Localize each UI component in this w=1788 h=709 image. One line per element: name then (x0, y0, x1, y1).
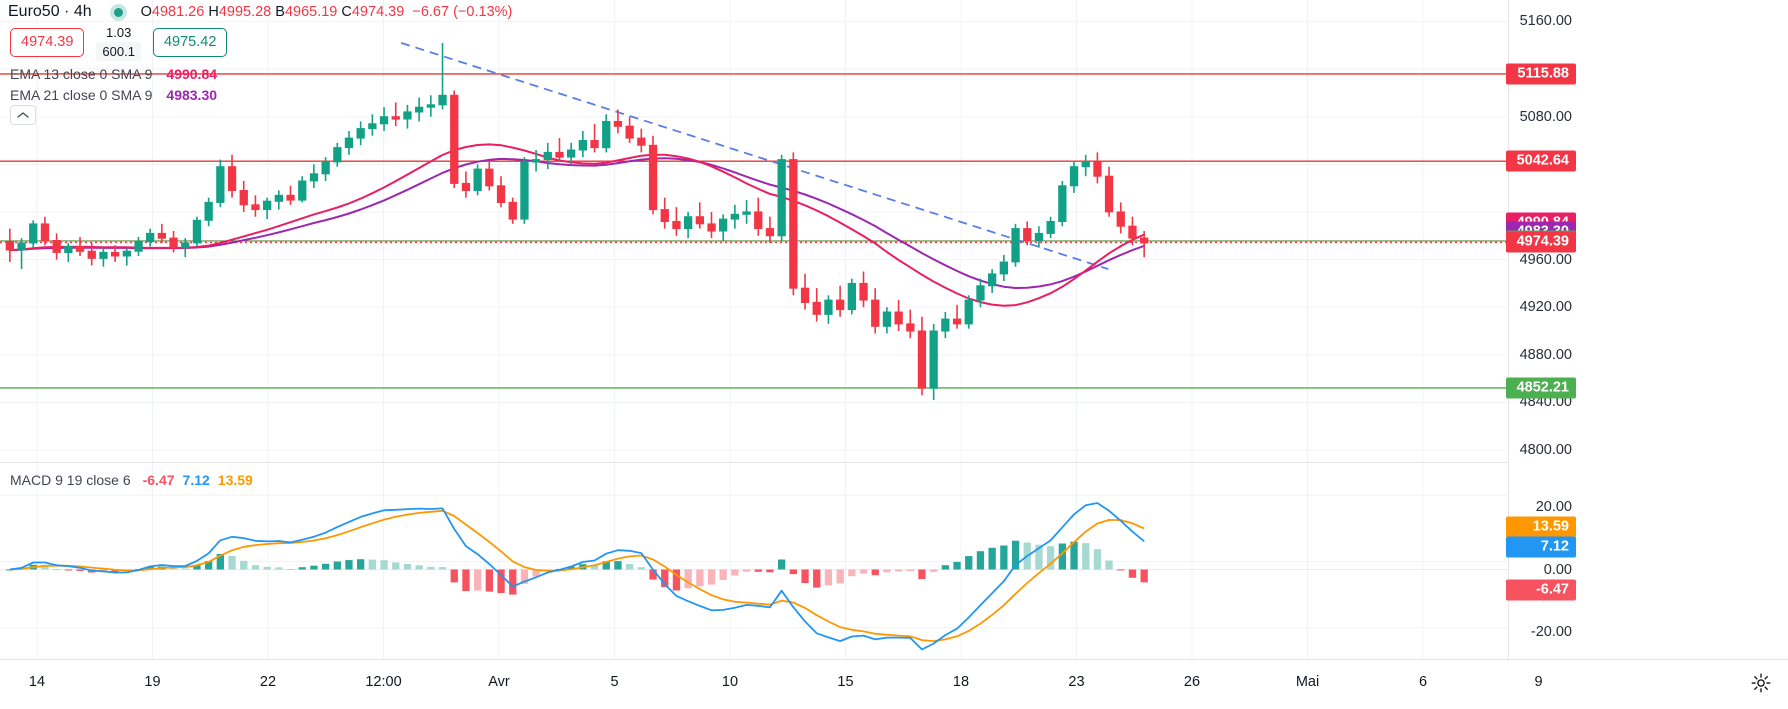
price-tick-3: 4920.00 (1519, 299, 1572, 316)
chevron-up-icon (17, 112, 29, 118)
time-label-12: 6 (1418, 674, 1428, 690)
price-chart-plot[interactable] (0, 0, 1508, 659)
time-label-7: 15 (837, 674, 854, 690)
time-label-1: 19 (144, 674, 161, 690)
macd-tag-1[interactable]: 7.12 (1506, 536, 1576, 558)
time-label-8: 18 (952, 674, 970, 690)
macd-tick-2: -20.00 (1530, 624, 1572, 641)
gear-icon (1751, 673, 1771, 693)
time-label-3: 12:00 (365, 674, 402, 690)
time-label-6: 10 (721, 674, 739, 690)
price-tick-2: 4960.00 (1519, 251, 1572, 268)
price-tick-6: 4800.00 (1519, 442, 1572, 459)
time-label-13: 9 (1534, 674, 1543, 690)
price-tag-5[interactable]: 4974.39 (1506, 231, 1576, 253)
price-tick-4: 4880.00 (1519, 346, 1572, 363)
chart-settings-button[interactable] (1750, 672, 1772, 694)
price-tick-1: 5080.00 (1519, 108, 1572, 125)
time-label-9: 23 (1068, 674, 1085, 690)
price-tag-6[interactable]: 4852.21 (1506, 377, 1576, 399)
macd-tick-1: 0.00 (1543, 561, 1572, 578)
price-axis[interactable]: 5160.00 5080.00 4960.00 4920.00 4880.00 4840.… (1506, 0, 1788, 659)
collapse-legend-button[interactable] (10, 105, 36, 125)
macd-tag-2[interactable]: -6.47 (1506, 579, 1576, 601)
price-tick-5: 4840.00 (1519, 394, 1572, 411)
time-label-0: 14 (28, 674, 46, 690)
time-label-5: 5 (610, 674, 619, 690)
time-label-10: 26 (1183, 674, 1201, 690)
macd-tick-0: 20.00 (1535, 498, 1572, 515)
time-label-4: Avr (488, 674, 510, 690)
price-tag-0[interactable]: 5115.88 (1506, 63, 1576, 85)
time-label-11: Mai (1295, 674, 1320, 690)
price-tick-0: 5160.00 (1519, 13, 1572, 30)
price-tag-1[interactable]: 5042.64 (1506, 150, 1576, 172)
macd-series[interactable] (0, 464, 1508, 659)
time-label-2: 22 (259, 674, 277, 690)
panel-divider (0, 462, 1508, 463)
candlestick-series[interactable] (0, 0, 1508, 462)
macd-tag-0[interactable]: 13.59 (1506, 516, 1576, 538)
time-axis[interactable]: 14 19 22 12:00 Avr 5 10 15 18 23 26 Mai 6 9 (0, 659, 1788, 709)
